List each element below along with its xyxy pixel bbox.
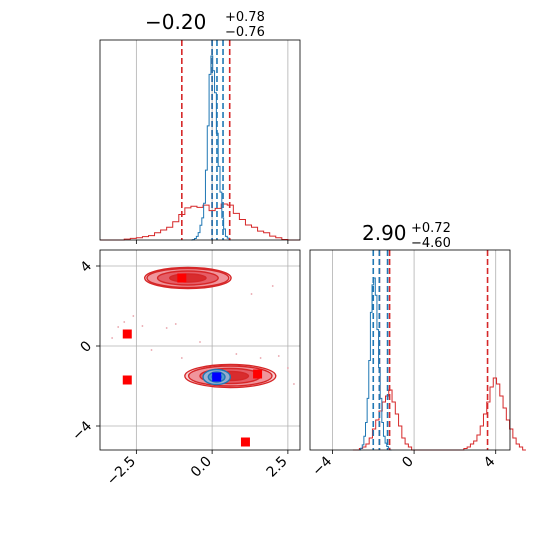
joint-scatter-point (174, 323, 177, 325)
joint-blue-marker (212, 372, 222, 382)
joint-scatter-point (111, 337, 114, 339)
joint-scatter-point (259, 357, 262, 359)
joint-x-tick-label: −2.5 (104, 454, 139, 489)
joint-scatter-point (123, 321, 126, 323)
joint-x-tick-label: 2.5 (264, 454, 291, 481)
joint-scatter-point (180, 357, 183, 359)
param1-red-histogram (100, 203, 300, 241)
param2-x-tick-label: 0 (399, 454, 417, 472)
joint-scatter-point (286, 367, 289, 369)
joint-scatter-point (150, 349, 153, 351)
joint-scatter-point (250, 293, 253, 295)
param2-x-tick-label: −4 (309, 453, 335, 479)
joint-red-marker (122, 375, 132, 385)
param2-histogram-panel: −4 0 4 (309, 249, 526, 479)
param2-title: 2.90 +0.72 −4.60 (362, 221, 451, 251)
joint-contour-panel: −2.5 0.0 2.5 −4 0 4 (69, 249, 301, 489)
param1-histogram-panel (99, 39, 301, 244)
joint-scatter-point (141, 325, 144, 327)
joint-scatter-point (165, 327, 168, 329)
joint-y-tick-label: −4 (69, 418, 95, 444)
param2-x-tick-label: 4 (481, 453, 499, 471)
param1-title-value: −0.20 (145, 10, 206, 34)
joint-y-tick-label: 4 (78, 258, 96, 276)
param2-axes-frame (309, 249, 511, 451)
joint-x-tick-label: 0.0 (188, 454, 215, 481)
param2-blue-histogram (358, 277, 392, 451)
joint-red-marker (122, 329, 132, 339)
joint-red-marker (240, 437, 250, 447)
joint-scatter-point (277, 355, 280, 357)
joint-red-marker (253, 369, 263, 379)
param1-title: −0.20 +0.78 −0.76 (145, 10, 265, 40)
joint-axes-frame (99, 249, 301, 451)
param1-axes-frame (99, 39, 301, 241)
param2-title-lower: −4.60 (411, 236, 451, 251)
param2-title-upper: +0.72 (411, 221, 451, 236)
param1-title-upper: +0.78 (225, 10, 265, 25)
joint-scatter-point (117, 326, 120, 328)
joint-scatter-point (132, 315, 135, 317)
joint-red-contour (168, 273, 207, 283)
joint-scatter-point (293, 383, 295, 385)
joint-y-tick-label: 0 (78, 338, 96, 356)
param1-title-lower: −0.76 (225, 25, 265, 40)
joint-scatter-point (199, 341, 201, 343)
joint-red-marker (177, 273, 187, 283)
param2-title-value: 2.90 (362, 221, 407, 245)
joint-scatter-point (271, 285, 274, 287)
param1-blue-histogram (190, 55, 231, 241)
joint-scatter-point (235, 353, 238, 355)
